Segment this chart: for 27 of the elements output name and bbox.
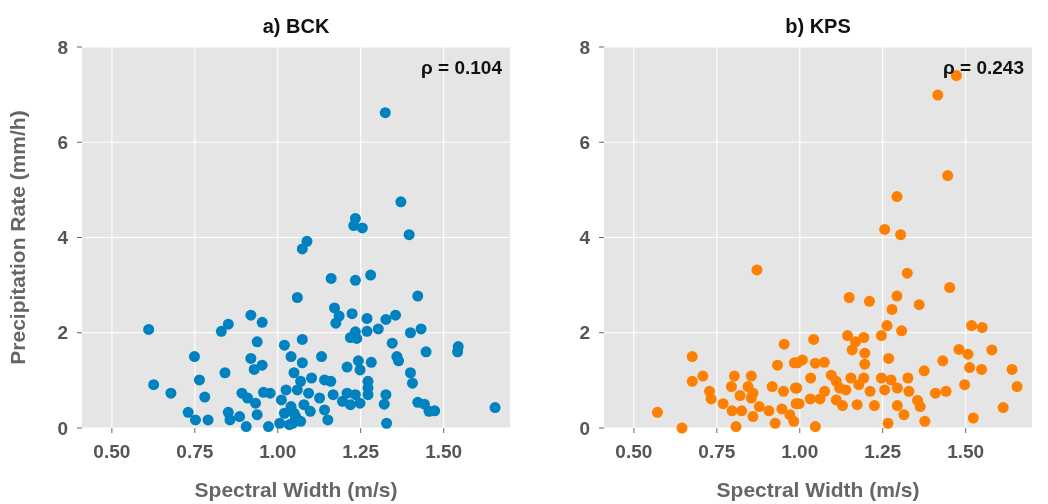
x-tick-label: 0.75 bbox=[698, 441, 736, 462]
x-tick-label: 1.50 bbox=[947, 441, 985, 462]
x-tick-label: 1.00 bbox=[781, 441, 819, 462]
y-tick-label: 6 bbox=[57, 131, 68, 153]
x-tick-label: 1.50 bbox=[425, 441, 463, 462]
x-tick-label: 1.00 bbox=[259, 441, 297, 462]
x-tick-label: 1.25 bbox=[864, 441, 902, 462]
y-tick-label: 8 bbox=[579, 36, 590, 58]
x-tick-label: 0.75 bbox=[176, 441, 214, 462]
y-tick-label: 0 bbox=[57, 417, 68, 439]
y-tick-label: 2 bbox=[579, 322, 590, 344]
x-axis-title: Spectral Width (m/s) bbox=[716, 478, 920, 501]
annotation: ρ = 0.104 bbox=[421, 57, 503, 78]
y-tick-label: 4 bbox=[579, 227, 591, 249]
x-axis-title: Spectral Width (m/s) bbox=[194, 478, 398, 501]
x-tick-label: 0.50 bbox=[93, 441, 131, 462]
y-tick-label: 4 bbox=[57, 227, 69, 249]
x-tick-label: 1.25 bbox=[342, 441, 380, 462]
y-tick-label: 2 bbox=[57, 322, 68, 344]
chart-title: a) BCK bbox=[262, 15, 330, 37]
y-tick-label: 0 bbox=[579, 417, 590, 439]
y-axis-title: Precipitation Rate (mm/h) bbox=[6, 110, 29, 365]
x-tick-label: 0.50 bbox=[615, 441, 653, 462]
y-tick-label: 8 bbox=[57, 36, 68, 58]
chart-title: b) KPS bbox=[785, 15, 851, 37]
annotation: ρ = 0.243 bbox=[943, 57, 1024, 78]
y-tick-label: 6 bbox=[579, 131, 590, 153]
